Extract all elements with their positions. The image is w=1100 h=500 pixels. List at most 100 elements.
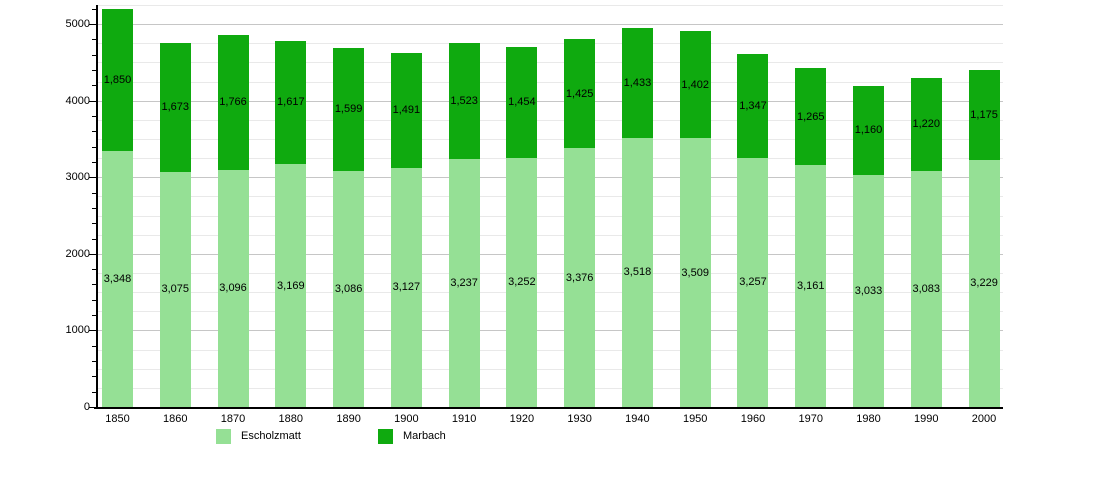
gridline [98, 387, 1003, 389]
bar-marbach-1950 [679, 30, 711, 139]
y-axis-minor-tick [92, 361, 97, 363]
bar-escholzmatt-1900 [390, 167, 422, 407]
x-axis-label-1900: 1900 [394, 413, 419, 425]
bar-escholzmatt-1890 [333, 170, 365, 407]
bar-escholzmatt-1850 [102, 150, 133, 407]
bar-escholzmatt-1880 [275, 164, 307, 407]
bar-value-label-marbach-1950: 1,402 [681, 78, 709, 91]
bar-value-label-marbach-1940: 1,433 [623, 76, 652, 89]
gridline [98, 139, 1003, 140]
y-axis-major-tick [89, 100, 97, 102]
bar-escholzmatt-1860 [159, 171, 191, 407]
gridline [98, 368, 1003, 370]
x-axis-label-1970: 1970 [798, 413, 823, 425]
bar-escholzmatt-1970 [795, 164, 827, 407]
x-axis-label-1870: 1870 [220, 413, 246, 425]
bar-escholzmatt-1950 [679, 138, 711, 407]
gridline [98, 177, 1003, 179]
bar-value-label-marbach-1860: 1,673 [161, 101, 190, 114]
y-axis-minor-tick [92, 8, 97, 10]
gridline [98, 43, 1003, 45]
gridline [98, 253, 1003, 255]
y-axis-major-tick [89, 407, 97, 408]
bar-value-label-escholzmatt-1990: 3,083 [912, 282, 941, 295]
y-axis-major-tick [89, 24, 97, 26]
x-axis-label-1940: 1940 [625, 413, 650, 425]
bar-value-label-marbach-1880: 1,617 [277, 96, 305, 109]
y-axis-minor-tick [92, 345, 97, 347]
bar-value-label-escholzmatt-2000: 3,229 [970, 277, 998, 290]
bar-value-label-marbach-1910: 1,523 [450, 94, 478, 107]
bar-marbach-1970 [795, 68, 827, 165]
bar-marbach-1850 [102, 8, 133, 151]
bar-escholzmatt-1980 [853, 174, 884, 407]
y-axis-line [96, 5, 98, 409]
legend-swatch-marbach [378, 429, 393, 444]
y-axis-label: 0 [83, 401, 90, 413]
y-axis-minor-tick [92, 85, 97, 87]
bar-value-label-escholzmatt-1900: 3,127 [392, 281, 421, 294]
gridline [98, 330, 1003, 332]
bar-escholzmatt-1870 [217, 169, 249, 407]
x-axis-label-1980: 1980 [856, 413, 881, 425]
bar-marbach-1890 [333, 48, 365, 171]
y-axis-minor-tick [92, 238, 97, 240]
bar-marbach-1930 [564, 39, 596, 149]
gridline [98, 234, 1003, 236]
legend-swatch-escholzmatt [216, 429, 231, 444]
bar-value-label-marbach-1930: 1,425 [565, 87, 594, 100]
bar-value-label-marbach-1970: 1,265 [796, 110, 825, 123]
y-axis-minor-tick [92, 146, 97, 148]
bar-escholzmatt-1930 [564, 148, 596, 407]
bar-value-label-escholzmatt-1870: 3,096 [219, 282, 247, 295]
bar-escholzmatt-1920 [506, 157, 538, 407]
y-axis-major-tick [89, 177, 97, 179]
legend-label-marbach: Marbach [403, 430, 446, 442]
bar-escholzmatt-1910 [448, 159, 480, 407]
bar-value-label-marbach-1900: 1,491 [392, 104, 421, 117]
x-axis-label-1990: 1990 [914, 413, 939, 425]
gridline [98, 215, 1003, 217]
y-axis-minor-tick [92, 70, 97, 72]
gridline [98, 24, 1003, 26]
bar-value-label-escholzmatt-1860: 3,075 [161, 283, 190, 296]
gridline [98, 158, 1003, 160]
y-axis-minor-tick [92, 192, 97, 194]
x-axis-label-1910: 1910 [451, 413, 477, 425]
x-axis-label-1850: 1850 [105, 413, 130, 425]
bar-marbach-1880 [275, 40, 307, 165]
bar-escholzmatt-2000 [968, 159, 1000, 407]
bar-value-label-escholzmatt-1930: 3,376 [565, 271, 594, 284]
bar-value-label-marbach-2000: 1,175 [970, 108, 998, 121]
x-axis-label-1930: 1930 [567, 413, 592, 425]
y-axis-minor-tick [92, 161, 97, 163]
bar-marbach-1920 [506, 46, 538, 158]
bar-value-label-escholzmatt-1980: 3,033 [854, 284, 883, 297]
gridline [98, 62, 1003, 64]
bar-value-label-escholzmatt-1850: 3,348 [103, 272, 132, 285]
gridline [98, 100, 1003, 102]
y-axis-label: 2000 [65, 247, 90, 260]
legend-item-escholzmatt: Escholzmatt [216, 429, 301, 444]
bar-marbach-1940 [621, 27, 653, 138]
bar-marbach-1960 [737, 54, 769, 158]
bar-escholzmatt-1990 [910, 170, 942, 407]
bar-value-label-escholzmatt-1960: 3,257 [739, 276, 767, 289]
y-axis-minor-tick [92, 269, 97, 271]
bar-value-label-escholzmatt-1880: 3,169 [277, 279, 305, 292]
y-axis-minor-tick [92, 54, 97, 56]
y-axis-minor-tick [92, 116, 97, 118]
bar-value-label-escholzmatt-1970: 3,161 [796, 279, 825, 292]
bar-value-label-marbach-1960: 1,347 [739, 100, 767, 113]
y-axis-minor-tick [92, 299, 97, 301]
bar-value-label-escholzmatt-1920: 3,252 [508, 276, 536, 289]
x-axis-label-1920: 1920 [509, 413, 535, 425]
gridline [98, 196, 1003, 198]
x-axis-label-1960: 1960 [740, 413, 766, 425]
y-axis-minor-tick [92, 376, 97, 378]
bar-value-label-escholzmatt-1940: 3,518 [623, 266, 652, 279]
bar-value-label-escholzmatt-1910: 3,237 [450, 277, 478, 290]
bar-marbach-1980 [853, 85, 884, 175]
bar-value-label-marbach-1980: 1,160 [854, 124, 883, 137]
